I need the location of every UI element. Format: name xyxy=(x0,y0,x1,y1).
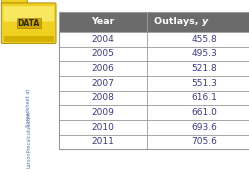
FancyBboxPatch shape xyxy=(59,105,147,120)
FancyBboxPatch shape xyxy=(4,36,54,42)
FancyBboxPatch shape xyxy=(147,47,249,61)
FancyBboxPatch shape xyxy=(1,3,56,43)
Text: 495.3: 495.3 xyxy=(191,49,217,58)
FancyBboxPatch shape xyxy=(147,135,249,149)
Text: 2004: 2004 xyxy=(91,35,114,44)
Text: y: y xyxy=(202,17,208,26)
FancyBboxPatch shape xyxy=(147,120,249,135)
FancyBboxPatch shape xyxy=(59,32,147,47)
Text: 705.6: 705.6 xyxy=(191,137,217,146)
FancyBboxPatch shape xyxy=(147,61,249,76)
Text: 2005: 2005 xyxy=(91,49,114,58)
Text: 2009: 2009 xyxy=(91,108,114,117)
Text: 455.8: 455.8 xyxy=(191,35,217,44)
FancyBboxPatch shape xyxy=(1,0,27,5)
Text: 2011: 2011 xyxy=(91,137,114,146)
FancyBboxPatch shape xyxy=(59,61,147,76)
Text: 521.8: 521.8 xyxy=(191,64,217,73)
Text: 551.3: 551.3 xyxy=(191,79,217,88)
FancyBboxPatch shape xyxy=(147,32,249,47)
FancyBboxPatch shape xyxy=(59,91,147,105)
Text: 693.6: 693.6 xyxy=(191,123,217,132)
FancyBboxPatch shape xyxy=(59,47,147,61)
Text: 2010: 2010 xyxy=(91,123,114,132)
FancyBboxPatch shape xyxy=(59,12,147,32)
FancyBboxPatch shape xyxy=(59,76,147,91)
Text: 661.0: 661.0 xyxy=(191,108,217,117)
Text: DATA: DATA xyxy=(17,19,40,28)
FancyBboxPatch shape xyxy=(147,76,249,91)
FancyBboxPatch shape xyxy=(3,6,54,22)
Text: 2008: 2008 xyxy=(91,93,114,102)
Text: Spreadsheet at: Spreadsheet at xyxy=(26,89,31,127)
FancyBboxPatch shape xyxy=(59,135,147,149)
Text: Year: Year xyxy=(91,17,114,26)
Text: 2007: 2007 xyxy=(91,79,114,88)
Text: Outlays,: Outlays, xyxy=(154,17,202,26)
FancyBboxPatch shape xyxy=(147,12,249,32)
Text: 2006: 2006 xyxy=(91,64,114,73)
FancyBboxPatch shape xyxy=(147,105,249,120)
Text: LarsonPrecalculus.com: LarsonPrecalculus.com xyxy=(26,110,31,168)
FancyBboxPatch shape xyxy=(147,91,249,105)
FancyBboxPatch shape xyxy=(59,120,147,135)
Text: 616.1: 616.1 xyxy=(191,93,217,102)
